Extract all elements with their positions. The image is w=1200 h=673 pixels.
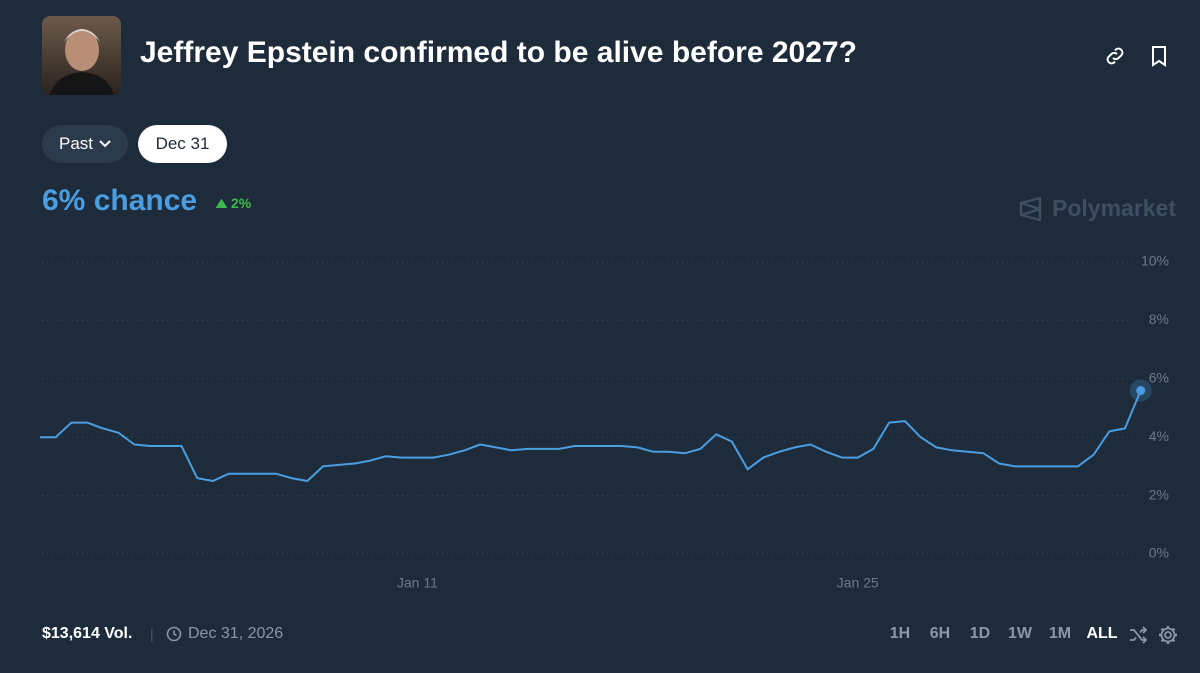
last-point bbox=[1136, 385, 1146, 395]
timeframe-button[interactable]: 1M bbox=[1048, 625, 1072, 642]
timeframe-button[interactable]: 1W bbox=[1008, 625, 1032, 642]
market-image bbox=[42, 16, 121, 95]
y-tick-label: 4% bbox=[1149, 428, 1169, 444]
date-pill[interactable]: Dec 31 bbox=[138, 125, 227, 163]
up-triangle bbox=[216, 198, 227, 208]
date-label: Dec 31 bbox=[155, 134, 210, 153]
y-tick-label: 0% bbox=[1149, 545, 1169, 561]
copy-link-button[interactable] bbox=[1103, 44, 1127, 68]
end-date: Dec 31, 2026 bbox=[166, 625, 283, 643]
timeframe-button[interactable]: 6H bbox=[929, 625, 951, 642]
period-label: Past bbox=[58, 134, 94, 153]
brand: Polymarket bbox=[1018, 195, 1176, 222]
x-tick-label: Jan 11 bbox=[397, 575, 438, 591]
end-date-text: Dec 31, 2026 bbox=[188, 625, 284, 642]
change-text: 2% bbox=[231, 195, 252, 211]
settings-button[interactable] bbox=[1157, 624, 1179, 646]
market-title: Jeffrey Epstein confirmed to be alive be… bbox=[140, 36, 857, 69]
clock-icon bbox=[166, 626, 182, 642]
brand-name: Polymarket bbox=[1052, 195, 1177, 221]
volume: $13,614 Vol. bbox=[42, 625, 133, 642]
change-indicator: 2% bbox=[216, 195, 251, 211]
y-tick-label: 2% bbox=[1149, 486, 1169, 502]
brand-logo bbox=[1019, 196, 1042, 221]
timeframe-button[interactable]: 1H bbox=[889, 625, 911, 642]
chevron bbox=[99, 140, 111, 148]
y-tick-label: 6% bbox=[1149, 370, 1169, 386]
y-tick-label: 10% bbox=[1141, 253, 1169, 269]
separator: | bbox=[150, 626, 154, 642]
price-line bbox=[40, 390, 1142, 482]
x-tick-label: Jan 25 bbox=[837, 575, 879, 591]
chance-text: 6% chance bbox=[42, 184, 198, 217]
timeframe-selector: 1H 6H 1D 1W 1M ALL bbox=[880, 625, 1124, 643]
shuffle-button[interactable] bbox=[1128, 625, 1148, 645]
timeframe-button[interactable]: 1D bbox=[969, 625, 991, 642]
period-dropdown[interactable]: Past bbox=[42, 125, 128, 163]
bookmark-button[interactable] bbox=[1148, 44, 1170, 68]
timeframe-button[interactable]: ALL bbox=[1086, 625, 1118, 642]
y-tick-label: 8% bbox=[1149, 311, 1169, 327]
